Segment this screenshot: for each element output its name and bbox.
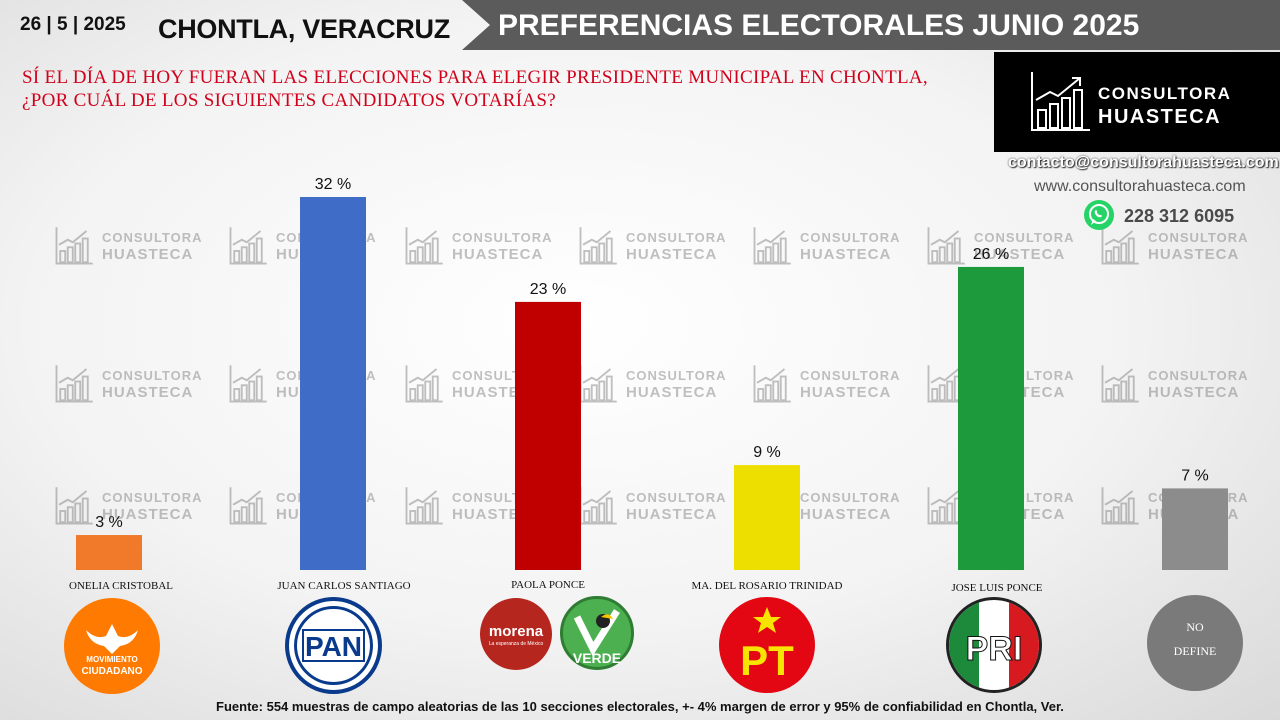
bar-1: [76, 535, 142, 570]
pt-logo: PT: [719, 597, 815, 693]
watermark-logo: CONSULTORA HUASTECA: [1100, 364, 1248, 409]
brand-logo-box: [994, 52, 1280, 152]
watermark-logo: CONSULTORA HUASTECA: [578, 364, 726, 409]
watermark-logo: CONSULTORA HUASTECA: [752, 486, 900, 531]
morena-logo-subtext: La esperanza de México: [489, 641, 544, 647]
candidate-name-paola: PAOLA PONCE: [511, 579, 585, 591]
watermark-logo: CONSULTORA HUASTECA: [404, 486, 552, 531]
watermark-logo: CONSULTORA HUASTECA: [404, 364, 552, 409]
bar-value-label-3: 23 %: [530, 281, 566, 298]
brand-name-line2: HUASTECA: [1098, 106, 1222, 128]
mc-logo-line2: CIUDADANO: [81, 666, 142, 677]
watermark-logo: CONSULTORA HUASTECA: [752, 364, 900, 409]
watermark-logo: CONSULTORA HUASTECA: [54, 226, 202, 271]
page-title: PREFERENCIAS ELECTORALES JUNIO 2025: [498, 9, 1140, 42]
candidate-name-jose-luis: JOSE LUIS PONCE: [951, 582, 1043, 594]
watermark-logo: CONSULTORA HUASTECA: [926, 364, 1074, 409]
watermark-logo: CONSULTORA HUASTECA: [228, 486, 376, 531]
pri-logo-text: PRI: [966, 630, 1023, 668]
contact-email[interactable]: contacto@consultorahuasteca.com: [1008, 154, 1279, 171]
whatsapp-icon: [1084, 200, 1114, 230]
watermark-logo: CONSULTORA HUASTECA: [752, 226, 900, 271]
bar-value-label-6: 7 %: [1181, 467, 1209, 484]
watermark-logo: CONSULTORA HUASTECA: [926, 226, 1074, 271]
no-define-line2: DEFINE: [1174, 644, 1217, 658]
morena-logo: morena La esperanza de México: [480, 598, 552, 670]
pan-logo: PAN: [285, 597, 382, 694]
contact-phone[interactable]: 228 312 6095: [1124, 206, 1235, 226]
watermark-logo: CONSULTORA HUASTECA: [1100, 486, 1248, 531]
pri-logo: PRI: [946, 597, 1042, 693]
mc-logo-line1: MOVIMIENTO: [86, 655, 137, 664]
watermark-logo: CONSULTORA HUASTECA: [926, 486, 1074, 531]
candidate-name-juan-carlos: JUAN CARLOS SANTIAGO: [277, 580, 411, 592]
watermark-logo: CONSULTORA HUASTECA: [228, 364, 376, 409]
pan-logo-text: PAN: [305, 631, 362, 662]
contact-website[interactable]: www.consultorahuasteca.com: [1034, 178, 1246, 195]
watermark-logo: CONSULTORA HUASTECA: [578, 226, 726, 271]
candidate-name-onelia: ONELIA CRISTOBAL: [69, 580, 173, 592]
survey-question: SÍ EL DÍA DE HOY FUERAN LAS ELECCIONES P…: [22, 67, 928, 111]
watermark-logo: CONSULTORA HUASTECA: [578, 486, 726, 531]
location-title: CHONTLA, VERACRUZ: [158, 14, 450, 44]
pt-logo-text: PT: [740, 637, 794, 684]
bar-value-label-4: 9 %: [753, 444, 781, 461]
bar-3: [515, 301, 581, 570]
no-define-badge: NO DEFINE: [1147, 595, 1243, 691]
watermark-logo: CONSULTORA HUASTECA: [404, 226, 552, 271]
survey-date: 26 | 5 | 2025: [20, 14, 126, 35]
title-banner: [462, 0, 1280, 50]
watermark-logo: CONSULTORA HUASTECA: [228, 226, 376, 271]
movimiento-ciudadano-logo: MOVIMIENTO CIUDADANO: [64, 598, 160, 694]
verde-logo: VERDE: [560, 596, 634, 670]
morena-logo-text: morena: [489, 623, 544, 640]
source-footnote: Fuente: 554 muestras de campo aleatorias…: [216, 699, 1064, 714]
watermark-logo: CONSULTORA HUASTECA: [1100, 226, 1248, 271]
bar-5: [958, 266, 1024, 570]
brand-name-line1: CONSULTORA: [1098, 84, 1232, 103]
watermark-logo: CONSULTORA HUASTECA: [54, 364, 202, 409]
candidate-name-rosario: MA. DEL ROSARIO TRINIDAD: [691, 580, 843, 592]
no-define-line1: NO: [1186, 620, 1204, 634]
verde-logo-text: VERDE: [573, 650, 621, 666]
watermark-logo: CONSULTORA HUASTECA: [54, 486, 202, 531]
growth-chart-icon: [1031, 72, 1090, 131]
bar-value-label-2: 32 %: [315, 176, 351, 193]
